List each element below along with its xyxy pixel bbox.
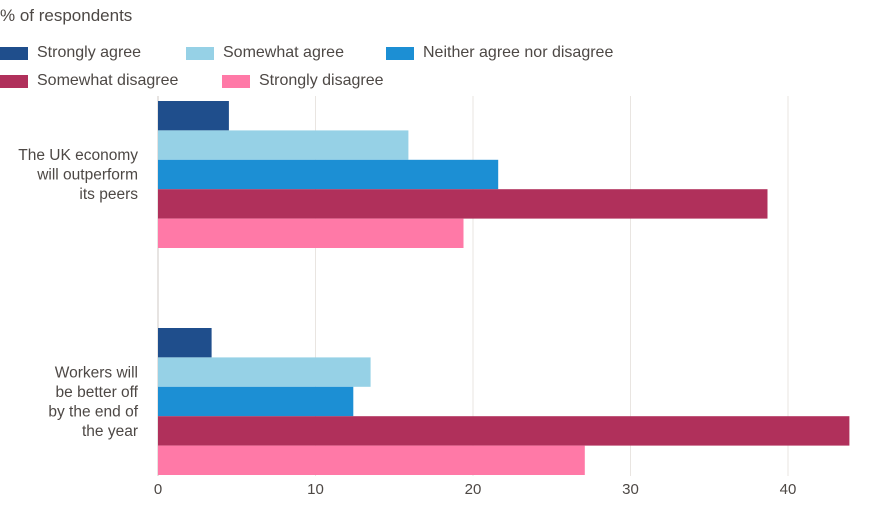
bar bbox=[158, 445, 585, 475]
bar bbox=[158, 189, 768, 219]
category-label: its peers bbox=[79, 186, 138, 203]
x-tick-label: 20 bbox=[465, 481, 482, 498]
bar bbox=[158, 101, 229, 131]
bar bbox=[158, 416, 850, 446]
x-tick-label: 40 bbox=[780, 481, 797, 498]
legend-swatch bbox=[386, 46, 414, 60]
x-tick-label: 10 bbox=[307, 481, 324, 498]
legend-item: Strongly agree bbox=[0, 44, 141, 62]
legend-swatch bbox=[222, 74, 250, 88]
bar bbox=[158, 159, 499, 190]
legend-item: Neither agree nor disagree bbox=[386, 44, 613, 62]
bar bbox=[158, 218, 464, 248]
legend-swatch bbox=[0, 46, 28, 60]
legend-label: Strongly agree bbox=[37, 44, 142, 61]
bar bbox=[158, 130, 409, 160]
bar bbox=[158, 386, 354, 417]
legend-swatch bbox=[186, 46, 214, 60]
x-tick-label: 0 bbox=[154, 481, 162, 498]
legend-item: Somewhat agree bbox=[186, 44, 344, 62]
legend-item: Somewhat disagree bbox=[0, 72, 178, 90]
legend-label: Somewhat agree bbox=[223, 44, 344, 61]
category-label: The UK economy bbox=[18, 147, 138, 164]
category-label: the year bbox=[82, 423, 138, 440]
legend-label: Strongly disagree bbox=[259, 72, 384, 89]
x-tick-label: 30 bbox=[622, 481, 639, 498]
legend-label: Neither agree nor disagree bbox=[423, 44, 614, 61]
category-label: Workers will bbox=[55, 364, 138, 381]
category-label: will outperform bbox=[36, 167, 138, 184]
chart-subtitle: % of respondents bbox=[0, 6, 133, 25]
bar bbox=[158, 357, 371, 387]
legend-swatch bbox=[0, 74, 28, 88]
bar bbox=[158, 328, 212, 358]
legend-item: Strongly disagree bbox=[222, 72, 384, 90]
legend-label: Somewhat disagree bbox=[37, 72, 179, 89]
category-label: be better off bbox=[56, 384, 139, 401]
category-label: by the end of bbox=[48, 403, 138, 420]
